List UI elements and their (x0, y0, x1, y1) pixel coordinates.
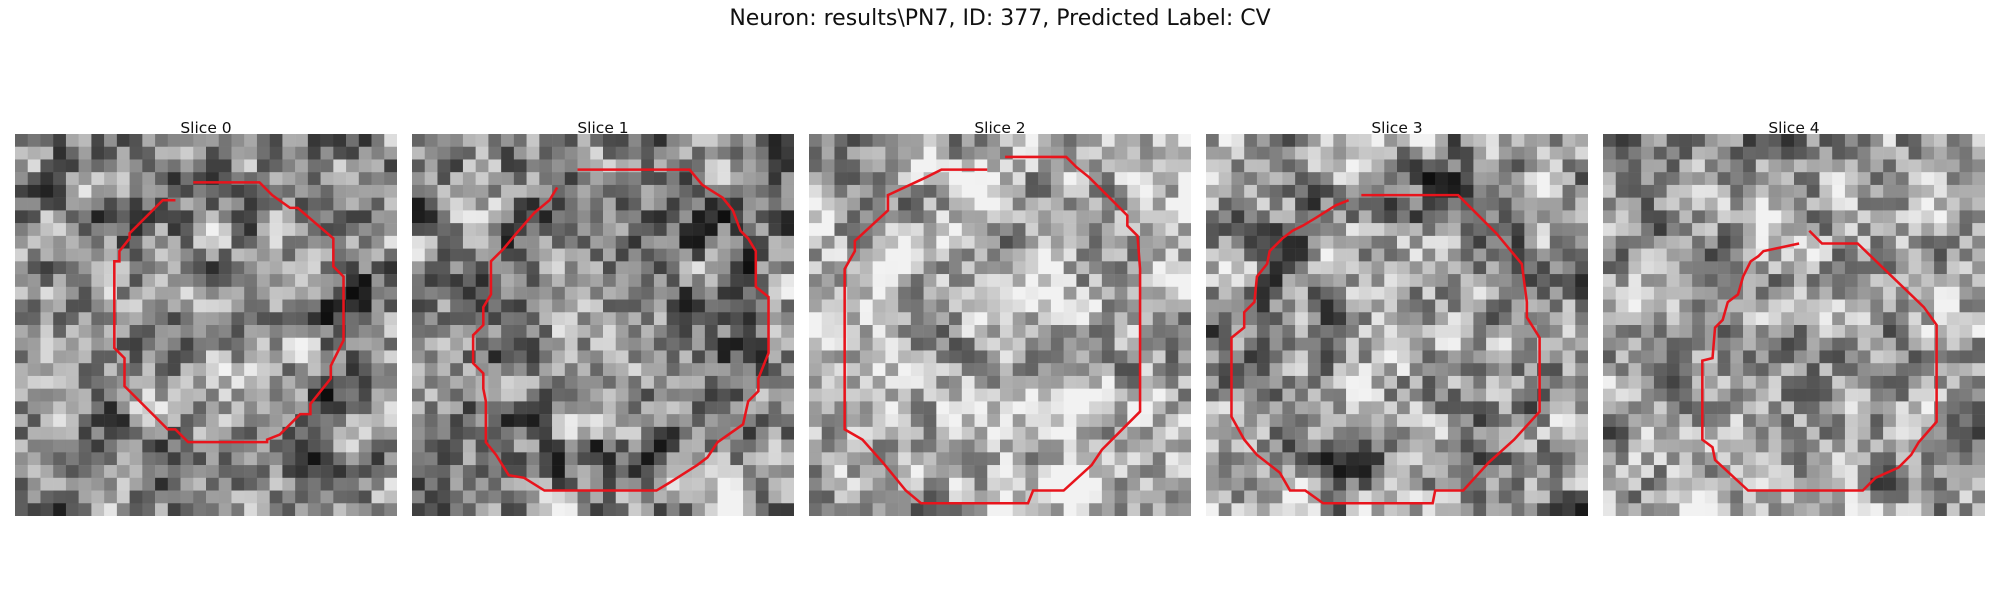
slice-panel-2: Slice 2 (809, 118, 1191, 516)
segmentation-contour (113, 181, 345, 444)
segmentation-contour (1701, 229, 1938, 492)
slice-title: Slice 4 (1768, 119, 1820, 137)
segmentation-contour (843, 155, 1142, 505)
figure-title: Neuron: results\PN7, ID: 377, Predicted … (729, 6, 1271, 31)
slice-image (412, 134, 794, 516)
slice-title: Slice 1 (577, 119, 629, 137)
slice-panel-1: Slice 1 (412, 118, 794, 516)
slice-title: Slice 2 (974, 119, 1026, 137)
segmentation-contour (1230, 193, 1541, 505)
slice-image (809, 134, 1191, 516)
slice-image (15, 134, 397, 516)
slice-title: Slice 0 (180, 119, 232, 137)
slice-title: Slice 3 (1371, 119, 1423, 137)
slice-image (1603, 134, 1985, 516)
segmentation-contour (471, 168, 770, 492)
slice-panel-3: Slice 3 (1206, 118, 1588, 516)
slice-panel-0: Slice 0 (15, 118, 397, 516)
slice-image (1206, 134, 1588, 516)
slice-panel-4: Slice 4 (1603, 118, 1985, 516)
